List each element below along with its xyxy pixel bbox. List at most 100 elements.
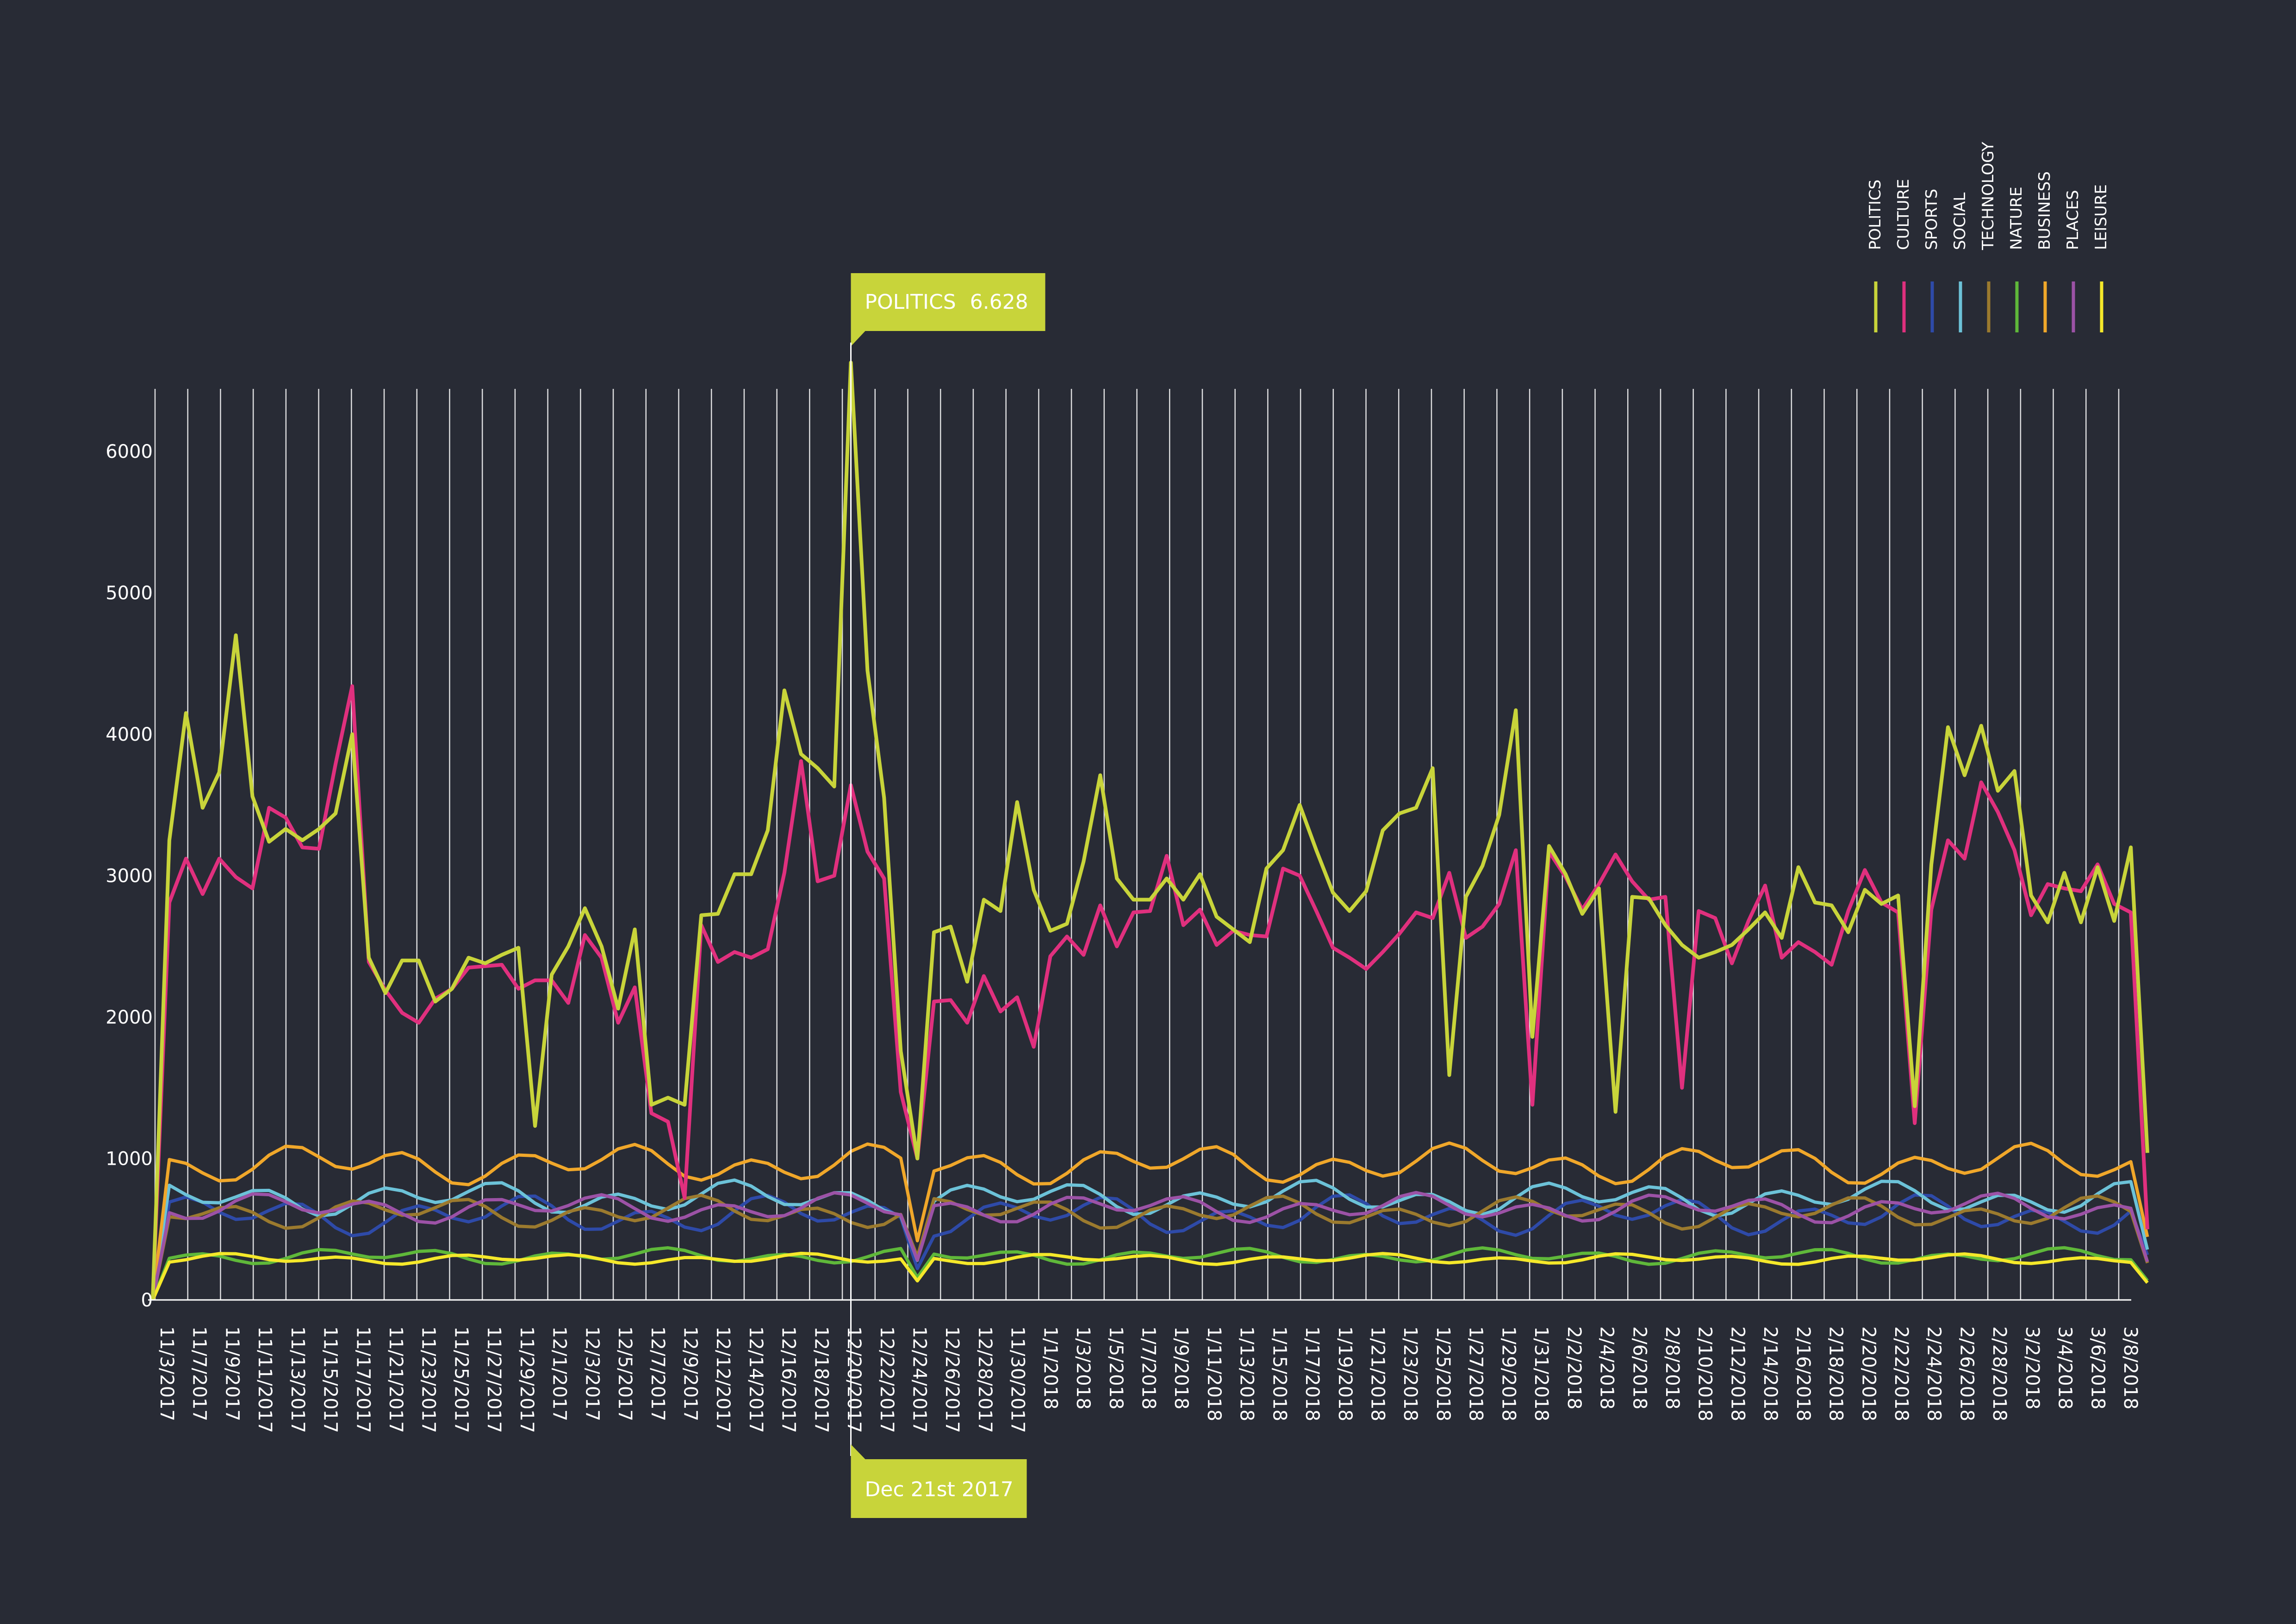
series-line-places xyxy=(151,1191,2149,1300)
x-tick-label: 1/15/2018 xyxy=(1269,1326,1290,1421)
x-tick-label: 3/2/2018 xyxy=(2022,1326,2043,1410)
x-tick-label: 12/28/2017 xyxy=(974,1326,996,1433)
x-tick-label: 11/30/2017 xyxy=(1007,1326,1028,1433)
x-tick-label: 2/22/2018 xyxy=(1891,1326,1912,1421)
politics-peak-callout-tail xyxy=(851,331,866,346)
x-tick-label: 11/9/2017 xyxy=(221,1326,243,1421)
x-tick-label: 11/17/2017 xyxy=(352,1326,373,1433)
legend-label-business: BUSINESS xyxy=(2035,171,2054,250)
x-tick-label: 11/25/2017 xyxy=(450,1326,472,1433)
series-lines xyxy=(151,361,2149,1301)
series-line-leisure xyxy=(151,1251,2149,1301)
x-tick-label: 12/18/2017 xyxy=(810,1326,832,1433)
date-callout-tail xyxy=(851,1444,866,1460)
legend-label-leisure: LEISURE xyxy=(2092,184,2110,250)
x-tick-label: 12/9/2017 xyxy=(679,1326,701,1421)
x-tick-label: 1/17/2018 xyxy=(1301,1326,1323,1421)
x-tick-label: 1/27/2018 xyxy=(1465,1326,1487,1421)
grid-lines xyxy=(154,389,2120,1300)
x-tick-label: 12/14/2017 xyxy=(745,1326,766,1433)
legend-label-social: SOCIAL xyxy=(1951,193,1969,250)
legend-label-culture: CULTURE xyxy=(1894,179,1913,250)
x-tick-label: 1/29/2018 xyxy=(1498,1326,1519,1421)
y-tick-label: 4000 xyxy=(106,724,153,745)
x-tick-label: 11/29/2017 xyxy=(516,1326,537,1433)
y-tick-label: 1000 xyxy=(106,1149,153,1170)
x-tick-label: 1/21/2018 xyxy=(1367,1326,1388,1421)
y-tick-label: 0 xyxy=(141,1290,153,1311)
x-tick-label: 1/23/2018 xyxy=(1400,1326,1421,1421)
series-line-politics xyxy=(151,361,2149,1300)
x-tick-label: 12/20/2017 xyxy=(843,1326,865,1433)
x-tick-label: 11/27/2017 xyxy=(483,1326,504,1433)
x-tick-label: 11/15/2017 xyxy=(320,1326,341,1433)
x-tick-label: 2/24/2018 xyxy=(1923,1326,1945,1421)
x-tick-label: 2/12/2018 xyxy=(1727,1326,1748,1421)
x-tick-label: 1/13/2018 xyxy=(1236,1326,1257,1421)
y-tick-label: 3000 xyxy=(106,866,153,887)
x-tick-label: 2/16/2018 xyxy=(1792,1326,1814,1421)
legend-label-nature: NATURE xyxy=(2007,187,2026,250)
x-tick-label: 2/6/2018 xyxy=(1629,1326,1650,1410)
legend-label-places: PLACES xyxy=(2064,190,2082,250)
y-tick-label: 6000 xyxy=(106,441,153,462)
x-tick-label: 1/5/2018 xyxy=(1105,1326,1126,1410)
date-callout-text: Dec 21st 2017 xyxy=(865,1478,1014,1501)
x-tick-label: 12/7/2017 xyxy=(647,1326,668,1421)
x-tick-label: 2/4/2018 xyxy=(1596,1326,1618,1410)
legend-label-technology: TECHNOLOGY xyxy=(1979,142,1997,250)
series-line-culture xyxy=(151,684,2149,1300)
x-tick-label: 2/8/2018 xyxy=(1661,1326,1683,1410)
date-callout: Dec 21st 2017 xyxy=(851,1444,1027,1518)
x-tick-label: 12/3/2017 xyxy=(581,1326,603,1421)
series-line-sports xyxy=(151,1193,2149,1300)
x-tick-label: 2/2/2018 xyxy=(1563,1326,1585,1410)
x-tick-label: 2/10/2018 xyxy=(1694,1326,1716,1421)
legend-label-politics: POLITICS xyxy=(1866,180,1885,250)
x-tick-label: 2/18/2018 xyxy=(1825,1326,1847,1421)
x-tick-label: 1/9/2018 xyxy=(1170,1326,1192,1410)
x-tick-label: 12/12/2017 xyxy=(712,1326,734,1433)
x-tick-label: 2/28/2018 xyxy=(1989,1326,2010,1421)
x-tick-label: 2/14/2018 xyxy=(1760,1326,1781,1421)
date-callout-box xyxy=(851,1459,1027,1518)
x-tick-label: 11/3/2017 xyxy=(156,1326,177,1421)
series-line-business xyxy=(151,1141,2149,1300)
x-tick-label: 12/22/2017 xyxy=(876,1326,897,1433)
y-axis-ticks: 0 1000 2000 3000 4000 5000 6000 xyxy=(106,441,153,1311)
politics-peak-callout-value: 6.628 xyxy=(970,290,1028,314)
x-tick-label: 1/1/2018 xyxy=(1039,1326,1061,1410)
series-line-social xyxy=(151,1178,2149,1300)
x-tick-label: 11/11/2017 xyxy=(254,1326,275,1433)
x-axis-ticks: 11/3/2017 11/7/2017 11/9/2017 11/11/2017 11/… xyxy=(156,1326,2141,1433)
x-tick-label: 1/11/2018 xyxy=(1203,1326,1225,1421)
x-tick-label: 1/19/2018 xyxy=(1334,1326,1356,1421)
x-tick-label: 12/5/2017 xyxy=(614,1326,635,1421)
politics-peak-callout-box xyxy=(851,273,1045,331)
x-tick-label: 1/3/2018 xyxy=(1072,1326,1094,1410)
x-tick-label: 2/26/2018 xyxy=(1956,1326,1977,1421)
x-tick-label: 11/23/2017 xyxy=(418,1326,439,1433)
x-tick-label: 12/1/2017 xyxy=(549,1326,570,1421)
x-tick-label: 3/8/2018 xyxy=(2120,1326,2141,1410)
x-tick-label: 12/16/2017 xyxy=(778,1326,799,1433)
politics-peak-callout: POLITICS 6.628 xyxy=(851,273,1045,346)
x-tick-label: 2/20/2018 xyxy=(1858,1326,1879,1421)
x-tick-label: 12/24/2017 xyxy=(908,1326,930,1433)
y-tick-label: 5000 xyxy=(106,583,153,604)
x-tick-label: 11/7/2017 xyxy=(189,1326,210,1421)
x-tick-label: 11/21/2017 xyxy=(385,1326,406,1433)
politics-peak-callout-text: POLITICS 6.628 xyxy=(865,290,1028,314)
x-tick-label: 3/6/2018 xyxy=(2087,1326,2108,1410)
legend-label-sports: SPORTS xyxy=(1923,189,1941,250)
legend: POLITICS CULTURE SPORTS SOCIAL TECHNOLOGY NAT… xyxy=(1866,142,2110,332)
y-tick-label: 2000 xyxy=(106,1007,153,1028)
x-tick-label: 1/7/2018 xyxy=(1138,1326,1159,1410)
x-tick-label: 1/25/2018 xyxy=(1432,1326,1454,1421)
x-tick-label: 11/13/2017 xyxy=(287,1326,308,1433)
x-tick-label: 1/31/2018 xyxy=(1531,1326,1552,1421)
x-tick-label: 3/4/2018 xyxy=(2054,1326,2076,1410)
series-line-nature xyxy=(151,1246,2149,1301)
x-tick-label: 12/26/2017 xyxy=(941,1326,963,1433)
